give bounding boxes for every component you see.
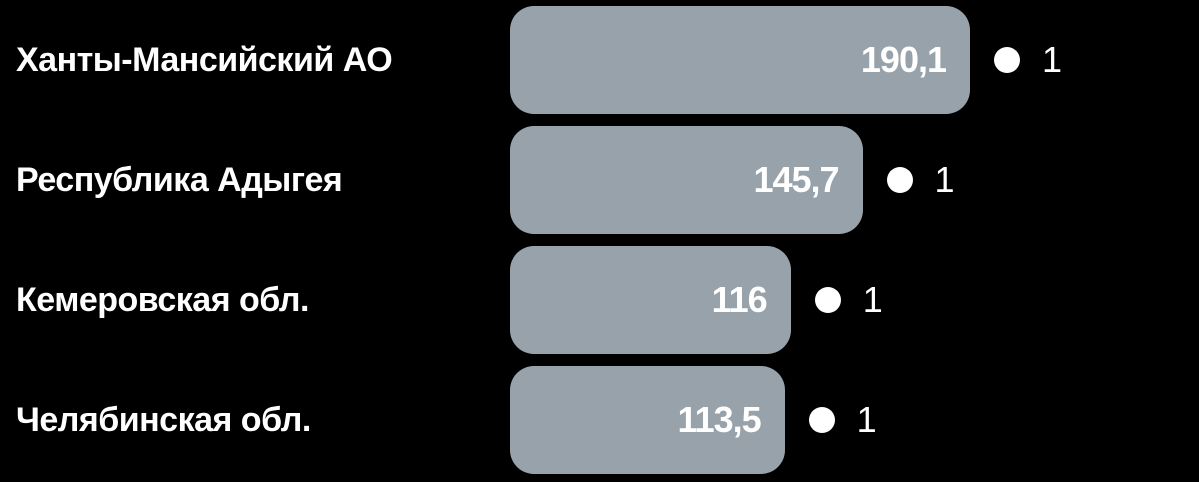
rank-label: 1: [856, 399, 877, 440]
value-label: 145,7: [753, 159, 839, 200]
chart-row: Республика Адыгея 145,7 1: [0, 126, 1199, 234]
bar: 113,5: [510, 366, 785, 474]
bar: 116: [510, 246, 791, 354]
category-label: Республика Адыгея: [16, 161, 343, 199]
bar: 145,7: [510, 126, 863, 234]
category-label: Кемеровская обл.: [16, 281, 309, 319]
chart-row: Челябинская обл. 113,5 1: [0, 366, 1199, 474]
value-label: 116: [711, 279, 768, 320]
dot-marker: [814, 287, 841, 313]
category-label: Челябинская обл.: [16, 401, 311, 439]
dot-marker: [886, 167, 913, 193]
rank-label: 1: [862, 279, 883, 320]
value-label: 190,1: [860, 39, 947, 80]
dot-marker: [994, 47, 1020, 73]
rank-label: 1: [934, 159, 955, 200]
category-label: Ханты-Мансийский АО: [16, 41, 393, 79]
chart-row: Кемеровская обл. 116 1: [0, 246, 1199, 354]
dot-marker: [808, 407, 835, 433]
chart-row: Ханты-Мансийский АО 190,1 1: [0, 6, 1199, 114]
rank-label: 1: [1042, 39, 1063, 80]
bar: 190,1: [510, 6, 970, 114]
value-label: 113,5: [677, 399, 762, 440]
